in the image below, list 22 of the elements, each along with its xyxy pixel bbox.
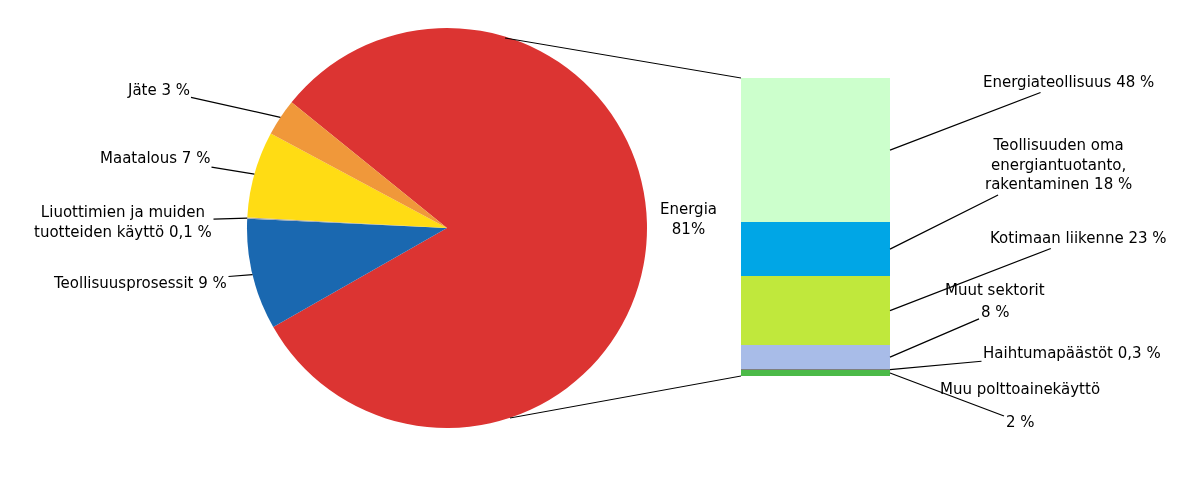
data-label: 2 % xyxy=(1006,413,1035,431)
text: Energiateollisuus 48 % xyxy=(983,73,1155,91)
text: Haihtumapäästöt 0,3 % xyxy=(983,344,1161,362)
data-label: 8 % xyxy=(981,303,1010,321)
slice-label: Liuottimien ja muiden tuotteiden käyttö 0,1 % xyxy=(34,203,212,241)
pie-slice xyxy=(273,28,647,428)
data-label: 81% xyxy=(671,219,706,238)
slice-label: Energia xyxy=(660,200,717,218)
slice-label: Maatalous 7 % xyxy=(100,149,211,167)
text: Muu polttoainekäyttö xyxy=(940,380,1101,398)
bar xyxy=(741,276,890,346)
slice-label: Teollisuusprosessit 9 % xyxy=(53,274,227,292)
text: Teollisuuden oma energiantuotanto, rakentaminen 18 % xyxy=(985,136,1133,193)
bar xyxy=(741,370,890,377)
pie-slice xyxy=(270,102,447,228)
text: Kotimaan liikenne 23 % xyxy=(990,229,1167,247)
pie-slice xyxy=(247,218,447,328)
bar xyxy=(741,222,890,277)
slice-label: Jäte 3 % xyxy=(127,81,191,99)
bar xyxy=(741,345,890,370)
text: Muut sektorit xyxy=(945,281,1045,299)
pie-slice xyxy=(247,133,447,228)
